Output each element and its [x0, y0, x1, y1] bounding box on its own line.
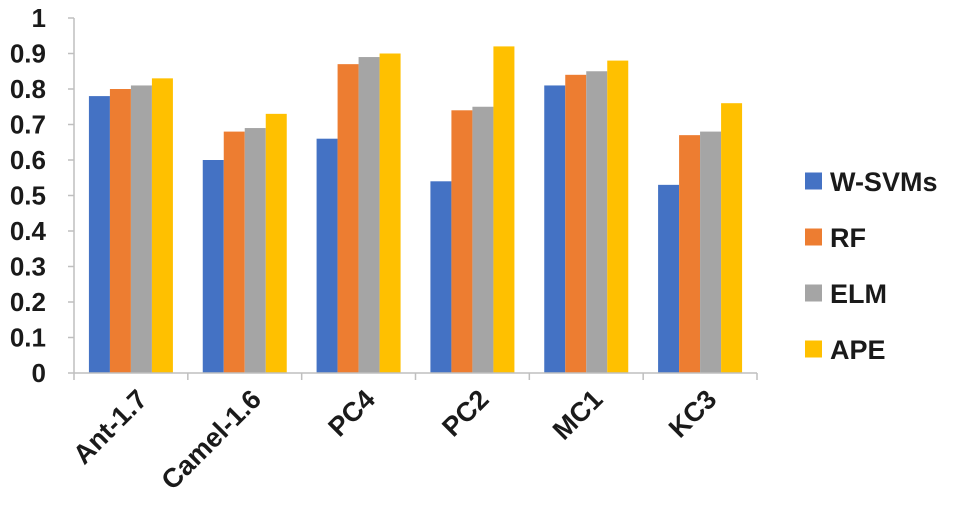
bar-ape-pc2	[493, 46, 515, 374]
bar-elm-kc3	[700, 131, 722, 373]
bar-rf-camel-1.6	[223, 131, 245, 373]
y-tick-label: 0.3	[10, 252, 46, 282]
x-category-label: PC4	[322, 384, 380, 442]
legend-swatch-rf	[805, 228, 822, 246]
y-tick-label: 0.5	[10, 181, 46, 211]
bar-w-svms-kc3	[658, 184, 680, 373]
bar-ape-kc3	[721, 103, 743, 373]
legend-swatch-w-svms	[805, 172, 822, 190]
bars	[88, 46, 743, 374]
x-category-label: Camel-1.6	[156, 384, 267, 495]
bar-ape-pc4	[379, 53, 401, 373]
y-axis-ticks: 0 0.1 0.2 0.3 0.4 0.5 0.6 0.7 0.8 0.9 1	[10, 3, 74, 388]
bar-ape-camel-1.6	[265, 113, 287, 373]
bar-rf-kc3	[679, 135, 701, 373]
bar-elm-mc1	[586, 71, 608, 373]
y-tick-label: 1	[32, 3, 46, 33]
legend-swatch-elm	[805, 284, 822, 302]
axes	[73, 18, 758, 380]
y-tick-label: 0.6	[10, 145, 46, 175]
y-tick-label: 0.9	[10, 39, 46, 69]
bar-w-svms-ant-1.7	[88, 96, 110, 373]
bar-w-svms-pc2	[430, 181, 452, 373]
legend: W-SVMs RF ELM APE	[805, 167, 937, 365]
y-tick-label: 0.4	[10, 216, 47, 246]
bar-rf-mc1	[565, 74, 587, 374]
bar-ape-mc1	[607, 60, 629, 373]
legend-label-elm: ELM	[830, 279, 887, 309]
bar-rf-pc2	[451, 110, 473, 374]
x-category-label: MC1	[547, 384, 609, 446]
y-tick-label: 0.2	[10, 287, 46, 317]
bar-w-svms-mc1	[544, 85, 566, 373]
bar-elm-pc2	[472, 106, 494, 373]
x-axis-labels: Ant-1.7 Camel-1.6 PC4 PC2 MC1 KC3	[67, 384, 722, 495]
legend-label-rf: RF	[830, 223, 866, 253]
y-tick-label: 0.1	[10, 323, 46, 353]
x-category-label: Ant-1.7	[67, 384, 153, 470]
x-category-label: PC2	[436, 384, 494, 442]
bar-elm-camel-1.6	[244, 128, 266, 373]
y-tick-label: 0.8	[10, 74, 46, 104]
legend-label-w-svms: W-SVMs	[830, 167, 937, 197]
y-tick-label: 0.7	[10, 110, 46, 140]
bar-elm-pc4	[358, 57, 380, 374]
bar-rf-ant-1.7	[109, 89, 131, 373]
bar-w-svms-camel-1.6	[202, 160, 224, 373]
bar-ape-ant-1.7	[151, 78, 173, 373]
bar-elm-ant-1.7	[130, 85, 152, 373]
x-category-label: KC3	[663, 384, 722, 443]
y-tick-label: 0	[32, 358, 46, 388]
bar-rf-pc4	[337, 64, 359, 374]
legend-label-ape: APE	[830, 335, 886, 365]
bar-w-svms-pc4	[316, 138, 338, 373]
legend-swatch-ape	[805, 340, 822, 358]
